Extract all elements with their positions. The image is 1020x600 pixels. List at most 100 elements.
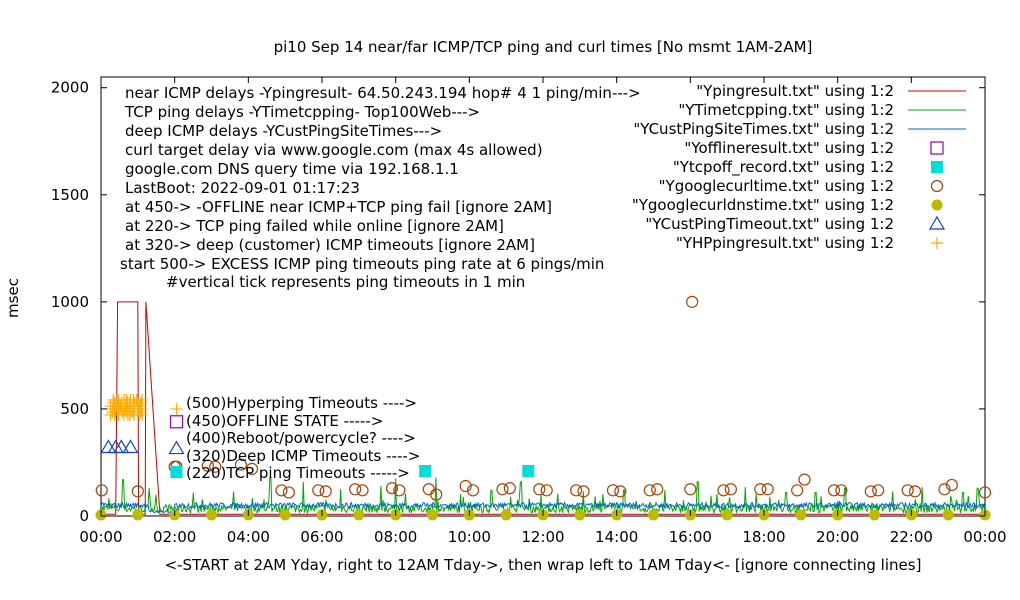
chart-title: pi10 Sep 14 near/far ICMP/TCP ping and c… — [274, 38, 813, 56]
point-open-circle — [349, 483, 362, 496]
legend-label: "YCustPingSiteTimes.txt" using 1:2 — [633, 120, 894, 138]
x-tick-label: 00:00 — [79, 528, 122, 546]
point-open-circle — [466, 484, 480, 497]
point-open-circle — [724, 483, 737, 496]
legend-label: "YTimetcpping.txt" using 1:2 — [678, 101, 894, 119]
point-open-circle — [606, 484, 620, 497]
point-filled-circle — [132, 509, 144, 521]
legend-label: "Ygooglecurltime.txt" using 1:2 — [659, 177, 894, 195]
y-axis-label: msec — [4, 278, 22, 318]
point-open-circle — [201, 459, 214, 472]
point-open-circle — [643, 484, 656, 497]
point-open-circle — [908, 485, 922, 498]
point-plus — [134, 405, 147, 418]
point-filled-circle — [206, 509, 217, 521]
point-open-circle — [827, 484, 841, 497]
x-tick-label: 18:00 — [742, 528, 785, 546]
point-open-circle — [901, 484, 914, 497]
point-open-circle — [570, 484, 583, 497]
x-tick-label: 20:00 — [816, 528, 859, 546]
annotation-key-text: (400)Reboot/powercycle? ----> — [186, 429, 416, 447]
point-plus — [136, 408, 149, 421]
point-open-circle — [496, 483, 509, 496]
point-filled-circle — [353, 509, 365, 521]
point-open-circle — [275, 484, 288, 497]
annotation-text: at 220-> TCP ping failed while online [i… — [125, 217, 504, 235]
legend-swatch-open-triangle — [928, 215, 946, 230]
point-open-circle — [938, 483, 951, 496]
point-open-circle — [312, 484, 325, 497]
legend-label: "Ypingresult.txt" using 1:2 — [696, 82, 894, 100]
point-filled-circle — [500, 509, 512, 521]
x-tick-label: 12:00 — [521, 528, 564, 546]
x-tick-label: 04:00 — [227, 528, 270, 546]
point-open-circle — [540, 484, 553, 497]
y-tick-label: 1500 — [51, 186, 89, 204]
key-marker-open-square — [169, 415, 184, 429]
point-open-circle — [533, 483, 546, 496]
annotation-key-text: (320)Deep ICMP Timeouts ----> — [186, 447, 420, 465]
legend-swatch-filled-square — [931, 161, 943, 173]
chart-marks — [95, 295, 992, 521]
point-open-circle — [717, 484, 730, 497]
legend-label: "Ygooglecurldnstime.txt" using 1:2 — [632, 196, 894, 214]
legend-label: "Yofflineresult.txt" using 1:2 — [684, 139, 894, 157]
point-open-circle — [234, 458, 248, 471]
x-tick-label: 14:00 — [595, 528, 638, 546]
annotation-key-text: (450)OFFLINE STATE -----> — [186, 412, 383, 430]
point-open-circle — [245, 462, 259, 475]
x-tick-label: 16:00 — [669, 528, 712, 546]
y-tick-label: 0 — [79, 507, 89, 525]
point-open-circle — [282, 486, 295, 499]
legend: "Ypingresult.txt" using 1:2"YTimetcpping… — [632, 82, 966, 252]
y-tick-label: 1000 — [51, 293, 89, 311]
point-open-circle — [945, 478, 958, 492]
key-marker-filled-square — [170, 466, 183, 479]
point-filled-circle — [869, 509, 880, 521]
x-tick-label: 02:00 — [153, 528, 196, 546]
point-filled-circle — [427, 509, 438, 521]
y-tick-label: 2000 — [51, 79, 89, 97]
point-filled-circle — [574, 509, 586, 521]
point-open-circle — [422, 483, 435, 496]
annotations: near ICMP delays -Ypingresult- 64.50.243… — [120, 84, 641, 482]
annotation-text: at 450-> -OFFLINE near ICMP+TCP ping fai… — [125, 198, 552, 216]
point-open-circle — [319, 485, 332, 498]
point-open-circle — [651, 483, 664, 496]
x-tick-label: 08:00 — [374, 528, 417, 546]
point-open-circle — [459, 479, 472, 493]
x-axis-label: <-START at 2AM Yday, right to 12AM Tday-… — [165, 556, 922, 574]
point-open-circle — [95, 484, 108, 497]
point-open-triangle — [100, 439, 117, 454]
point-filled-circle — [721, 509, 733, 521]
legend-label: "Ytcpoff_record.txt" using 1:2 — [673, 158, 894, 177]
x-tick-label: 10:00 — [448, 528, 491, 546]
axis-ticks: 0 500 1000 1500 2000 00:00 02:00 04:00 06:00 08:0… — [51, 77, 1007, 546]
annotation-text: google.com DNS query time via 192.168.1.… — [125, 160, 459, 178]
point-open-triangle — [122, 439, 139, 454]
point-open-circle — [577, 485, 590, 498]
point-filled-circle — [795, 509, 807, 521]
point-open-circle — [864, 485, 877, 498]
annotation-text: near ICMP delays -Ypingresult- 64.50.243… — [125, 84, 641, 102]
annotation-key-text: (500)Hyperping Timeouts ----> — [186, 394, 417, 412]
x-tick-label: 00:00 — [963, 528, 1006, 546]
legend-swatch-open-square — [930, 141, 944, 155]
x-tick-label: 06:00 — [300, 528, 343, 546]
point-open-circle — [385, 482, 399, 495]
point-plus — [134, 399, 147, 412]
point-open-circle — [978, 486, 992, 499]
point-open-circle — [835, 484, 848, 497]
point-open-circle — [356, 484, 369, 497]
point-open-circle — [131, 485, 144, 498]
annotation-key-text: (220)TCP ping Timeouts -----> — [186, 464, 410, 482]
point-open-circle — [209, 460, 222, 473]
point-open-circle — [798, 473, 811, 486]
annotation-text: TCP ping delays -YTimetcpping- Top100Web… — [124, 103, 480, 121]
point-open-circle — [761, 483, 774, 496]
point-open-circle — [754, 483, 767, 496]
point-open-circle — [614, 485, 627, 498]
legend-label: "YHPpingresult.txt" using 1:2 — [676, 234, 894, 252]
point-open-circle — [430, 488, 443, 501]
